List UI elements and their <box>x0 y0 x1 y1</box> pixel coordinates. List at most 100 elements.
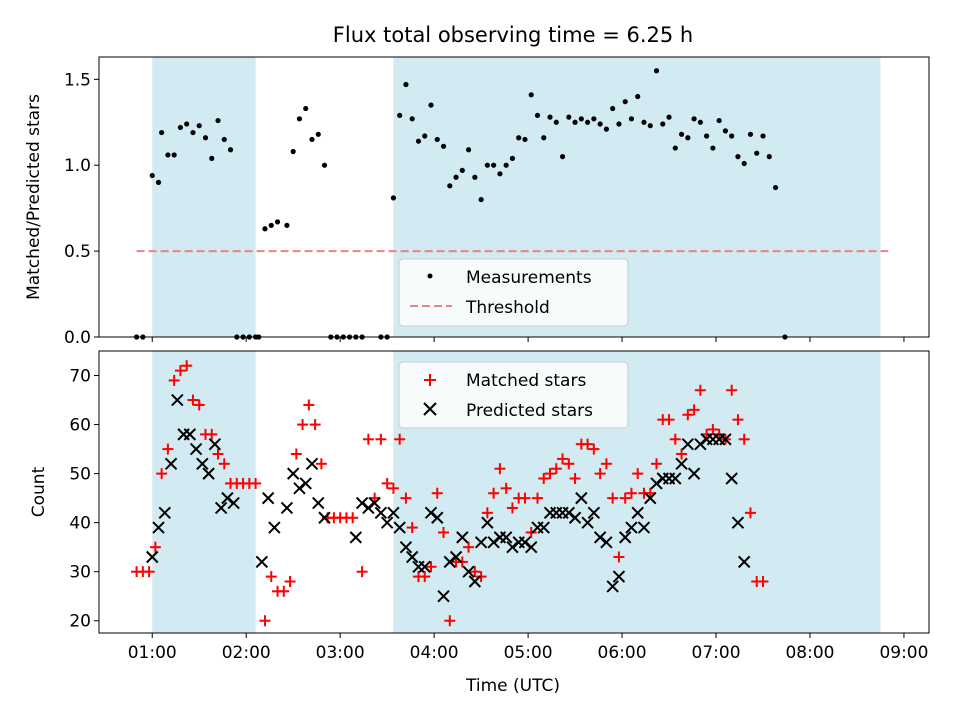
ratio-dot-point-92 <box>722 128 729 134</box>
legend-matched-marker <box>424 374 436 386</box>
ratio-dot-point-44 <box>422 133 428 139</box>
count-plus-point-66 <box>550 463 562 475</box>
count-plus-point-76 <box>613 551 625 563</box>
count-plus-point-86 <box>676 448 688 460</box>
ratio-dot-point-22 <box>268 222 274 228</box>
count-x-point-76 <box>675 457 688 471</box>
ratio-dot-point-29 <box>315 131 321 137</box>
count-plus-point-55 <box>481 507 493 519</box>
count-x-point-9 <box>202 467 215 480</box>
ratio-dot-point-7 <box>177 124 184 131</box>
count-plus-point-74 <box>600 458 612 470</box>
ratio-dot-point-47 <box>440 143 447 149</box>
x-tick-label-8: 09:00 <box>879 643 928 663</box>
count-plus-point-36 <box>362 433 374 445</box>
x-tick-label-6: 07:00 <box>692 643 741 663</box>
count-x-point-59 <box>568 511 582 524</box>
count-plus-point-61 <box>519 492 531 504</box>
ratio-dot-point-4 <box>159 129 165 136</box>
count-x-point-41 <box>456 531 469 544</box>
ratio-dot-point-28 <box>309 136 315 143</box>
count-x-point-33 <box>406 550 419 564</box>
ratio-dot-point-2 <box>149 172 155 179</box>
x-tick-label-3: 04:00 <box>410 643 459 663</box>
count-plus-point-21 <box>265 571 277 583</box>
ratio-dot-point-11 <box>202 135 209 141</box>
ratio-y-tick-label-2: 1.0 <box>64 156 91 176</box>
count-x-point-62 <box>587 506 601 520</box>
ratio-legend: Measurements Threshold <box>398 258 629 327</box>
ratio-dot-point-64 <box>547 114 553 120</box>
count-x-point-84 <box>725 472 738 485</box>
count-plus-point-79 <box>632 468 644 480</box>
count-plus-point-24 <box>284 576 296 588</box>
count-shaded-span-0 <box>152 351 256 633</box>
count-x-point-78 <box>687 467 701 480</box>
count-x-point-8 <box>196 457 209 471</box>
ratio-dot-point-94 <box>735 154 741 160</box>
count-plus-point-27 <box>303 399 315 411</box>
ratio-dot-point-72 <box>597 121 603 127</box>
count-x-point-24 <box>349 531 363 544</box>
count-plus-point-29 <box>315 458 327 470</box>
count-plus-point-57 <box>494 463 506 475</box>
ratio-dot-point-6 <box>171 152 177 158</box>
count-plus-point-72 <box>588 443 600 455</box>
count-x-point-38 <box>437 590 450 603</box>
count-plus-point-77 <box>619 492 631 504</box>
legend-predicted-marker <box>423 402 437 416</box>
x-tick-label-5: 06:00 <box>598 643 647 663</box>
ratio-dot-point-54 <box>484 162 490 168</box>
count-x-point-28 <box>374 506 388 520</box>
count-plus-point-88 <box>688 404 700 416</box>
count-plus-point-2 <box>143 566 155 578</box>
count-x-point-45 <box>481 516 494 529</box>
count-plus-point-67 <box>557 453 569 465</box>
ratio-dot-point-84 <box>672 145 678 151</box>
count-plus-point-63 <box>531 492 543 504</box>
count-plus-point-71 <box>582 438 594 450</box>
count-plus-point-19 <box>250 477 262 489</box>
count-plus-point-78 <box>625 487 637 499</box>
count-plus-point-96 <box>738 433 750 445</box>
count-plus-point-6 <box>168 374 180 386</box>
legend-predicted-label: Predicted stars <box>466 401 593 421</box>
ratio-dot-point-15 <box>227 147 234 153</box>
count-plus-point-26 <box>297 419 309 431</box>
count-x-point-3 <box>164 457 178 471</box>
count-plus-point-40 <box>387 482 399 494</box>
x-tick-label-0: 01:00 <box>128 643 177 663</box>
count-x-point-69 <box>631 506 644 520</box>
ratio-dot-point-40 <box>397 112 403 119</box>
ratio-dot-point-23 <box>274 219 281 225</box>
count-x-point-23 <box>318 511 331 524</box>
count-x-point-48 <box>499 531 513 544</box>
count-plus-point-7 <box>174 365 186 377</box>
count-x-point-85 <box>731 516 745 529</box>
ratio-dot-point-91 <box>716 117 722 124</box>
ratio-dot-point-96 <box>747 131 754 137</box>
ratio-dot-point-80 <box>647 123 653 129</box>
legend-measurements-marker <box>427 273 433 279</box>
count-plus-point-53 <box>469 566 481 578</box>
ratio-dot-point-3 <box>155 179 162 185</box>
count-plus-point-99 <box>757 576 769 588</box>
count-y-tick-label-4: 60 <box>69 416 91 436</box>
ratio-dot-point-49 <box>453 174 459 180</box>
ratio-dot-point-27 <box>303 105 309 112</box>
ratio-dot-point-57 <box>503 162 509 168</box>
ratio-dot-point-21 <box>262 226 268 232</box>
count-x-point-64 <box>600 536 613 549</box>
ratio-dot-point-74 <box>610 105 616 112</box>
ratio-dot-point-61 <box>528 92 534 98</box>
ratio-y-tick-label-3: 1.5 <box>64 70 91 90</box>
count-x-point-61 <box>581 516 594 529</box>
count-x-point-60 <box>575 491 588 505</box>
ratio-dot-point-62 <box>534 112 541 119</box>
count-x-point-14 <box>255 555 269 569</box>
count-y-axis-label: Count <box>29 466 49 517</box>
x-tick-label-2: 03:00 <box>316 643 365 663</box>
ratio-dot-point-56 <box>497 171 503 177</box>
count-x-point-86 <box>738 555 751 569</box>
count-x-point-10 <box>208 437 222 451</box>
